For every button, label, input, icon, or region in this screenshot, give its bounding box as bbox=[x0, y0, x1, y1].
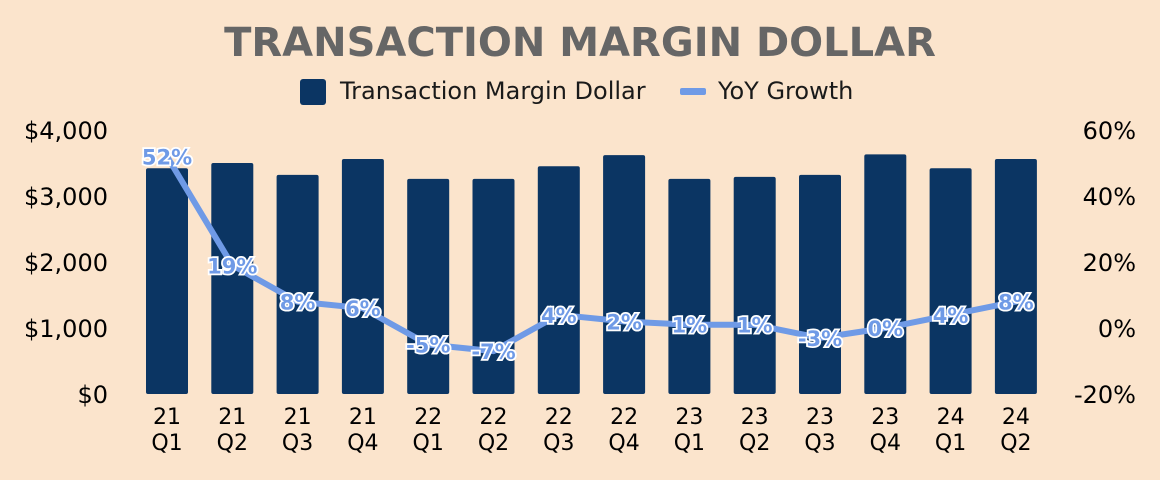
growth-point bbox=[817, 334, 823, 341]
category-year-label: 23 bbox=[741, 405, 769, 430]
left-tick-label: $1,000 bbox=[24, 315, 108, 343]
category-year-label: 22 bbox=[610, 405, 638, 430]
bar bbox=[276, 174, 319, 394]
growth-data-label: 8% bbox=[998, 291, 1034, 315]
growth-point bbox=[164, 153, 170, 160]
growth-point bbox=[882, 325, 889, 331]
growth-point bbox=[621, 318, 628, 325]
category-quarter-label: Q4 bbox=[870, 431, 901, 456]
bar bbox=[211, 163, 254, 394]
growth-point bbox=[229, 262, 236, 269]
left-axis-ticks: $0 $1,000 $2,000 $3,000 $4,000 bbox=[24, 117, 108, 409]
bar bbox=[603, 155, 646, 394]
category-quarter-label: Q4 bbox=[347, 431, 378, 456]
legend-swatch-bars bbox=[300, 79, 326, 105]
growth-data-label: 1% bbox=[737, 314, 773, 338]
category-year-label: 22 bbox=[545, 405, 573, 430]
category-year-label: 24 bbox=[1002, 405, 1030, 430]
legend-label-bars: Transaction Margin Dollar bbox=[339, 77, 646, 105]
growth-data-label: 8% bbox=[280, 291, 316, 315]
category-quarter-label: Q3 bbox=[282, 431, 313, 456]
growth-point bbox=[686, 321, 693, 328]
growth-point bbox=[947, 311, 954, 318]
category-quarter-label: Q2 bbox=[478, 431, 509, 456]
bar bbox=[146, 168, 188, 394]
right-tick-label: -20% bbox=[1074, 381, 1136, 409]
growth-point bbox=[425, 341, 432, 348]
left-tick-label: $4,000 bbox=[24, 117, 108, 145]
growth-data-label: -5% bbox=[406, 334, 450, 358]
category-year-label: 21 bbox=[349, 405, 377, 430]
bar bbox=[668, 178, 711, 394]
category-quarter-label: Q3 bbox=[543, 431, 574, 456]
growth-data-label: 0% bbox=[867, 317, 903, 341]
bar bbox=[799, 174, 841, 394]
category-quarter-label: Q3 bbox=[804, 431, 835, 456]
left-tick-label: $3,000 bbox=[24, 183, 108, 211]
growth-data-label: 2% bbox=[606, 310, 642, 334]
growth-line bbox=[164, 153, 1019, 355]
left-tick-label: $2,000 bbox=[24, 249, 108, 277]
growth-point bbox=[294, 298, 301, 305]
growth-data-label: 19% bbox=[207, 254, 257, 278]
right-tick-label: 20% bbox=[1083, 249, 1136, 277]
category-quarter-label: Q1 bbox=[151, 431, 182, 456]
growth-data-label: 4% bbox=[933, 304, 969, 328]
category-quarter-label: Q4 bbox=[608, 431, 639, 456]
left-tick-label: $0 bbox=[77, 381, 108, 409]
growth-data-label: 6% bbox=[345, 297, 381, 321]
category-axis: 21Q121Q221Q321Q422Q122Q222Q322Q423Q123Q2… bbox=[151, 405, 1031, 456]
legend-label-line: YoY Growth bbox=[717, 77, 853, 105]
category-quarter-label: Q1 bbox=[674, 431, 705, 456]
bar-series bbox=[146, 154, 1037, 394]
legend: Transaction Margin Dollar YoY Growth bbox=[300, 77, 853, 105]
bar bbox=[733, 176, 776, 394]
growth-point bbox=[555, 311, 562, 318]
growth-data-label: -3% bbox=[798, 327, 842, 351]
category-year-label: 22 bbox=[414, 405, 442, 430]
category-quarter-label: Q2 bbox=[217, 431, 248, 456]
growth-data-label: 52% bbox=[142, 145, 192, 169]
bar bbox=[537, 166, 580, 394]
growth-point bbox=[751, 321, 758, 328]
growth-data-label: 1% bbox=[672, 314, 708, 338]
right-tick-label: 40% bbox=[1083, 183, 1136, 211]
bar bbox=[994, 159, 1037, 394]
bar bbox=[472, 178, 515, 394]
bar bbox=[407, 178, 450, 394]
category-quarter-label: Q1 bbox=[413, 431, 444, 456]
bar bbox=[341, 159, 384, 394]
category-year-label: 22 bbox=[480, 405, 508, 430]
right-tick-label: 0% bbox=[1098, 315, 1136, 343]
category-quarter-label: Q2 bbox=[1000, 431, 1031, 456]
growth-data-label: -7% bbox=[471, 340, 515, 364]
legend-swatch-line bbox=[680, 88, 706, 95]
growth-point bbox=[359, 305, 366, 312]
bar bbox=[864, 154, 907, 394]
category-year-label: 21 bbox=[284, 405, 312, 430]
category-year-label: 21 bbox=[153, 405, 181, 430]
category-quarter-label: Q2 bbox=[739, 431, 770, 456]
category-quarter-label: Q1 bbox=[935, 431, 966, 456]
category-year-label: 23 bbox=[871, 405, 899, 430]
chart-title: TRANSACTION MARGIN DOLLAR bbox=[224, 20, 936, 66]
category-year-label: 23 bbox=[806, 405, 834, 430]
bar bbox=[929, 168, 972, 394]
category-year-label: 21 bbox=[218, 405, 246, 430]
growth-series: 52% 19% 8% 6% -5% -7% 4% 2% 1% 1% -3% 0% 4% 8% bbox=[140, 144, 1035, 366]
growth-point bbox=[490, 348, 497, 355]
right-tick-label: 60% bbox=[1083, 117, 1136, 145]
growth-data-label: 4% bbox=[541, 304, 577, 328]
growth-point bbox=[1012, 298, 1019, 305]
category-year-label: 23 bbox=[675, 405, 703, 430]
category-year-label: 24 bbox=[937, 405, 965, 430]
right-axis-ticks: -20% 0% 20% 40% 60% bbox=[1074, 117, 1136, 409]
